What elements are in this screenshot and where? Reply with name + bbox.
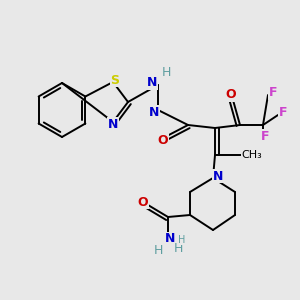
- Text: O: O: [158, 134, 168, 146]
- Text: CH₃: CH₃: [242, 150, 262, 160]
- Text: N: N: [165, 232, 175, 245]
- Text: F: F: [269, 86, 277, 100]
- Text: H: H: [153, 244, 163, 257]
- Text: N: N: [108, 118, 118, 130]
- Text: H: H: [173, 242, 183, 256]
- Text: O: O: [226, 88, 236, 101]
- Text: S: S: [110, 74, 119, 86]
- Text: F: F: [279, 106, 287, 119]
- Text: N: N: [149, 106, 159, 118]
- Text: F: F: [261, 130, 269, 142]
- Text: N: N: [147, 76, 157, 89]
- Text: N: N: [213, 169, 223, 182]
- Text: H: H: [178, 235, 186, 245]
- Text: O: O: [138, 196, 148, 208]
- Text: H: H: [161, 67, 171, 80]
